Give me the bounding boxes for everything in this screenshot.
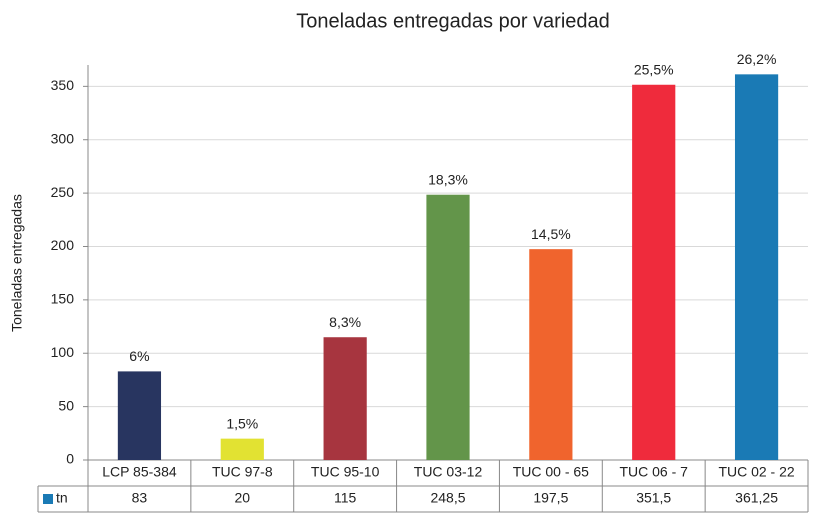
bar-annotation: 8,3% [329,314,361,330]
y-tick-label: 100 [51,344,75,360]
y-tick-label: 350 [51,77,75,93]
bar-annotation: 6% [129,348,149,364]
table-value: 115 [334,490,357,506]
table-value: 197,5 [533,490,568,506]
y-tick-label: 250 [51,184,75,200]
bar [323,337,367,460]
bar-annotation: 14,5% [531,226,571,242]
legend-swatch [43,494,53,504]
bar-annotation: 26,2% [737,51,777,67]
y-tick-label: 50 [58,397,74,413]
x-tick-label: TUC 97-8 [212,464,273,480]
bar [426,194,470,460]
bar-annotation: 25,5% [634,61,674,77]
bar [529,249,573,460]
table-value: 20 [234,490,250,506]
x-tick-label: TUC 02 - 22 [718,464,794,480]
y-tick-label: 300 [51,130,75,146]
bar [220,438,264,460]
bar-annotation: 1,5% [226,415,258,431]
y-tick-label: 0 [66,451,74,467]
x-tick-label: TUC 03-12 [414,464,483,480]
table-value: 361,25 [735,490,778,506]
x-tick-label: TUC 95-10 [311,464,380,480]
bar [734,74,779,460]
chart-title: Toneladas entregadas por variedad [296,10,610,32]
bar-annotation: 18,3% [428,171,468,187]
table-value: 351,5 [636,490,671,506]
bar [632,84,676,460]
x-tick-label: TUC 06 - 7 [619,464,688,480]
x-tick-label: TUC 00 - 65 [513,464,589,480]
table-value: 248,5 [430,490,465,506]
legend-label: tn [56,490,68,506]
y-axis-title: Toneladas entregadas [9,194,25,332]
y-tick-label: 200 [51,237,75,253]
bar [117,371,162,460]
y-tick-label: 150 [51,291,75,307]
table-value: 83 [132,490,148,506]
x-tick-label: LCP 85-384 [102,464,177,480]
